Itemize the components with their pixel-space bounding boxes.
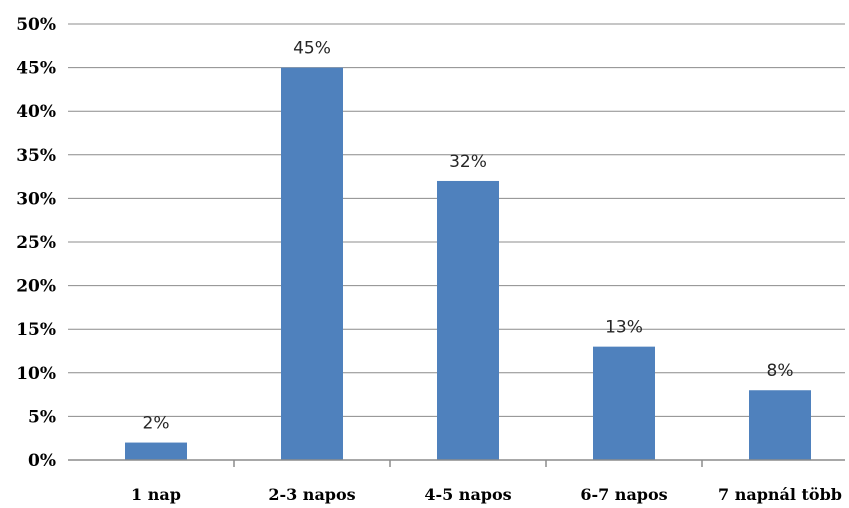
category-label: 4-5 napos bbox=[424, 485, 511, 504]
category-label: 1 nap bbox=[131, 485, 181, 504]
x-axis bbox=[68, 459, 845, 467]
y-tick-label: 0% bbox=[28, 451, 56, 471]
y-tick-label: 45% bbox=[16, 59, 56, 79]
y-tick-label: 50% bbox=[16, 15, 56, 35]
y-tick-label: 10% bbox=[16, 364, 56, 384]
bar bbox=[749, 390, 811, 460]
data-label: 13% bbox=[605, 318, 643, 338]
category-label: 6-7 napos bbox=[580, 485, 667, 504]
y-axis-tick-labels: 0% 5% 10% 15% 20% 25% 30% 35% 40% 45% 50% bbox=[16, 15, 56, 471]
category-label: 7 napnál több bbox=[718, 485, 842, 504]
y-tick-label: 15% bbox=[16, 320, 56, 340]
y-tick-label: 30% bbox=[16, 189, 56, 209]
data-label: 2% bbox=[143, 414, 170, 434]
bar bbox=[437, 180, 499, 460]
data-label: 32% bbox=[449, 152, 487, 172]
bar bbox=[593, 346, 655, 460]
data-label: 45% bbox=[293, 39, 331, 59]
y-tick-label: 40% bbox=[16, 102, 56, 122]
y-tick-label: 35% bbox=[16, 146, 56, 166]
data-labels: 2% 45% 32% 13% 8% bbox=[143, 39, 794, 434]
y-tick-label: 20% bbox=[16, 277, 56, 297]
y-tick-label: 5% bbox=[28, 407, 56, 427]
category-labels: 1 nap 2-3 napos 4-5 napos 6-7 napos 7 napnál… bbox=[131, 485, 842, 504]
category-label: 2-3 napos bbox=[268, 485, 355, 504]
bar bbox=[281, 67, 343, 460]
bar bbox=[125, 442, 187, 460]
bars bbox=[125, 67, 811, 460]
data-label: 8% bbox=[767, 361, 794, 381]
y-tick-label: 25% bbox=[16, 233, 56, 253]
